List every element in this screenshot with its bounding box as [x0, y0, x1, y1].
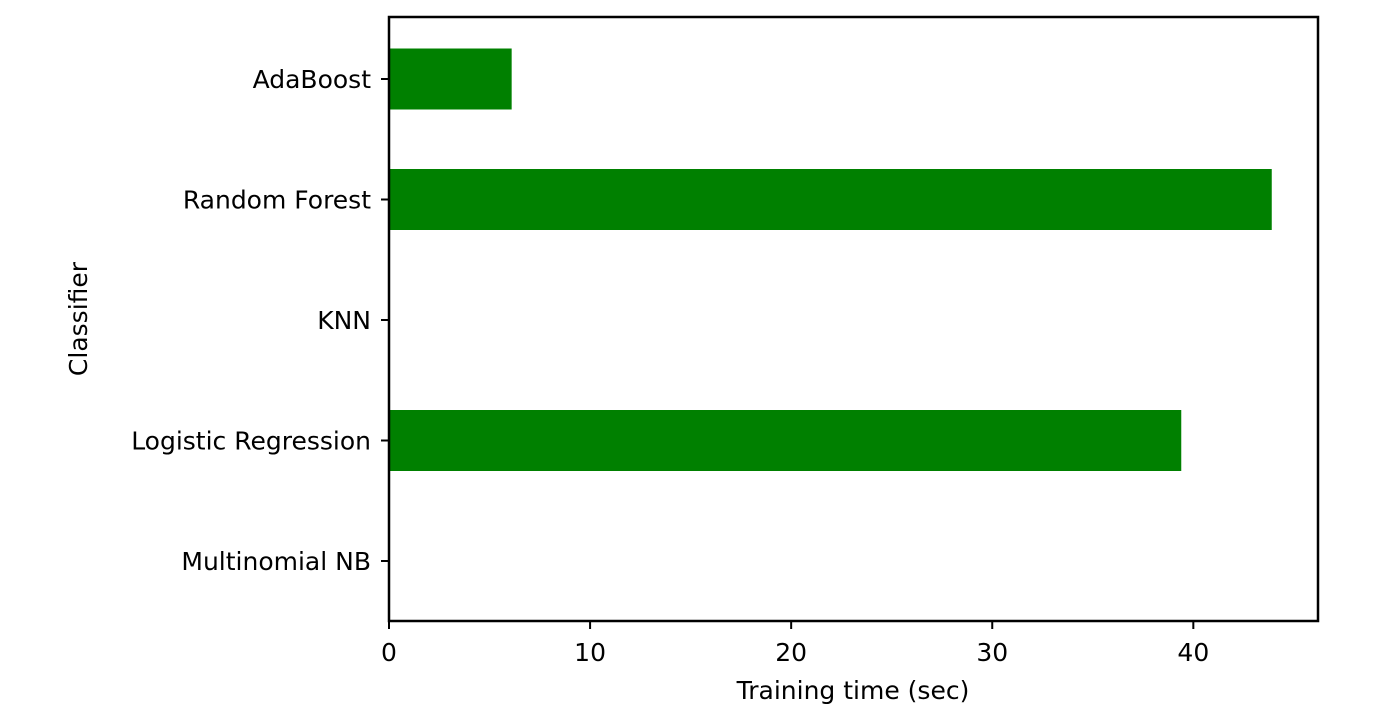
y-tick-label: Logistic Regression	[131, 427, 371, 456]
y-ticks-group: AdaBoost Random Forest KNN Logistic Regress…	[131, 65, 389, 576]
plot-frame	[387, 15, 1320, 623]
x-tick-label: 40	[1177, 638, 1209, 667]
y-tick-label: Random Forest	[183, 186, 371, 215]
y-tick-label: KNN	[317, 306, 371, 335]
y-axis-label: Classifier	[64, 261, 93, 376]
bars-group	[389, 48, 1272, 471]
bar-adaboost	[389, 48, 512, 110]
y-tick-label: AdaBoost	[253, 65, 372, 94]
x-axis-label: Training time (sec)	[736, 676, 970, 705]
bar-logistic-regression	[389, 410, 1182, 471]
x-tick-label: 20	[775, 638, 807, 667]
x-tick-label: 30	[976, 638, 1008, 667]
y-tick-label: Multinomial NB	[181, 547, 371, 576]
bar-random-forest	[389, 169, 1272, 230]
x-tick-label: 0	[381, 638, 397, 667]
x-tick-label: 10	[574, 638, 606, 667]
x-ticks-group: 0 10 20 30 40	[381, 621, 1209, 667]
